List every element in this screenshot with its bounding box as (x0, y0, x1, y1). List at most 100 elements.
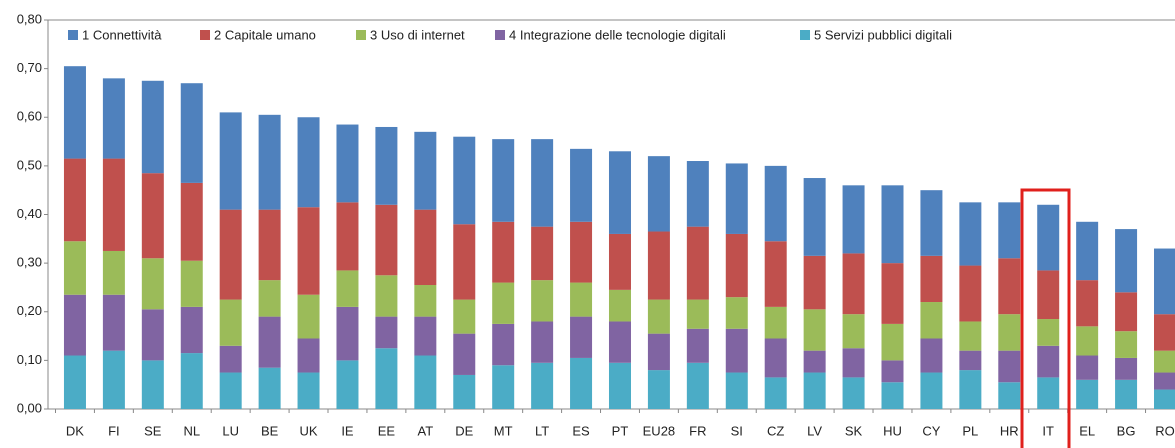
bar-segment (998, 314, 1021, 351)
x-tick-label: CY (922, 423, 940, 438)
x-tick-label: SI (731, 423, 743, 438)
bar-segment (725, 297, 748, 329)
bar-segment (336, 306, 359, 361)
bar-segment (180, 353, 203, 409)
bar-segment (881, 323, 904, 361)
bar-segment (647, 370, 670, 409)
bar-segment (998, 350, 1021, 383)
bar-segment (998, 202, 1021, 259)
legend-swatch (200, 30, 210, 40)
bar-segment (375, 316, 398, 349)
bar-segment (647, 333, 670, 371)
bar-segment (959, 370, 982, 409)
bar-segment (453, 224, 476, 300)
bar-segment (803, 178, 826, 256)
bar-segment (1037, 319, 1060, 346)
bar-segment (803, 350, 826, 373)
x-tick-label: BE (261, 423, 279, 438)
bar-segment (102, 158, 125, 251)
legend-swatch (356, 30, 366, 40)
bar-segment (453, 333, 476, 375)
bar-segment (1115, 229, 1138, 293)
x-tick-label: BG (1117, 423, 1136, 438)
x-tick-label: EU28 (643, 423, 676, 438)
bar-segment (258, 114, 281, 210)
bar-segment (141, 173, 164, 259)
x-tick-label: LT (535, 423, 549, 438)
bar-segment (803, 255, 826, 310)
bar-segment (1037, 345, 1060, 378)
bar-segment (686, 299, 709, 329)
bar-segment (1154, 389, 1175, 409)
bar-segment (258, 367, 281, 409)
bar-segment (881, 263, 904, 324)
bar-segment (258, 209, 281, 281)
bar-segment (102, 350, 125, 409)
y-tick-label: 0,20 (17, 303, 42, 318)
bar-segment (297, 338, 320, 373)
bar-segment (102, 78, 125, 159)
bar-segment (1037, 377, 1060, 409)
x-tick-label: FI (108, 423, 120, 438)
bar-segment (492, 282, 515, 324)
bar-segment (842, 348, 865, 378)
bar-segment (764, 306, 787, 339)
bar-segment (375, 126, 398, 205)
bar-segment (492, 139, 515, 222)
bar-segment (63, 241, 86, 295)
bar-segment (842, 253, 865, 315)
y-tick-label: 0,30 (17, 255, 42, 270)
bar-segment (414, 131, 437, 210)
bar-segment (219, 345, 242, 373)
bar-segment (725, 233, 748, 298)
bar-segment (258, 316, 281, 368)
bar-segment (180, 83, 203, 183)
bar-segment (141, 80, 164, 174)
bar-segment (180, 306, 203, 354)
bar-segment (725, 328, 748, 373)
legend-label: 1 Connettività (82, 27, 162, 42)
bar-segment (803, 309, 826, 351)
x-tick-label: FR (689, 423, 706, 438)
y-tick-label: 0,80 (17, 11, 42, 26)
bar-segment (531, 321, 554, 363)
bar-segment (531, 280, 554, 322)
bar-segment (219, 299, 242, 346)
x-tick-label: AT (418, 423, 434, 438)
x-tick-label: DE (455, 423, 473, 438)
bar-segment (1154, 314, 1175, 351)
bar-segment (998, 258, 1021, 315)
bar-segment (336, 124, 359, 203)
bar-segment (803, 372, 826, 409)
bar-segment (725, 163, 748, 234)
y-tick-label: 0,60 (17, 109, 42, 124)
bar-segment (920, 190, 943, 256)
bar-segment (686, 161, 709, 227)
bar-segment (219, 372, 242, 409)
bar-segment (881, 382, 904, 409)
legend-swatch (68, 30, 78, 40)
bar-segment (686, 328, 709, 363)
bar-segment (414, 316, 437, 356)
x-tick-label: UK (300, 423, 318, 438)
legend-swatch (495, 30, 505, 40)
y-tick-label: 0,10 (17, 352, 42, 367)
bar-segment (881, 185, 904, 264)
bar-segment (336, 270, 359, 307)
bar-segment (453, 374, 476, 409)
bar-segment (920, 255, 943, 303)
y-tick-label: 0,50 (17, 157, 42, 172)
bar-segment (920, 302, 943, 339)
bar-segment (1037, 204, 1060, 271)
legend-label: 3 Uso di internet (370, 27, 465, 42)
bar-segment (63, 355, 86, 409)
bar-segment (258, 280, 281, 317)
legend-label: 4 Integrazione delle tecnologie digitali (509, 27, 726, 42)
bar-segment (608, 233, 631, 290)
x-tick-label: LU (222, 423, 239, 438)
bar-segment (570, 148, 593, 222)
bar-segment (1037, 270, 1060, 320)
bar-segment (375, 275, 398, 317)
bar-segment (570, 221, 593, 283)
